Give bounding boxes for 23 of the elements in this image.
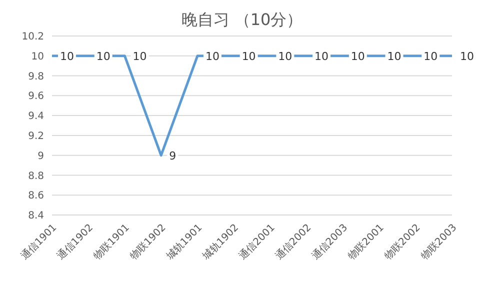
data-label: 10	[314, 50, 329, 63]
data-label: 10	[205, 50, 220, 63]
y-tick-label: 9.2	[28, 130, 44, 142]
data-label: 9	[169, 149, 176, 162]
chart-title: 晚自习 （10分）	[180, 9, 304, 31]
y-tick-label: 9.4	[28, 111, 44, 122]
data-label: 10	[424, 50, 438, 63]
y-tick-label: 9.8	[28, 71, 44, 82]
data-label: 10	[242, 50, 256, 63]
data-label: 10	[278, 50, 292, 63]
y-tick-label: 9	[38, 150, 44, 162]
data-label: 10	[387, 50, 402, 63]
data-label: 10	[460, 50, 474, 63]
data-label: 10	[132, 50, 147, 63]
data-label: 10	[96, 50, 110, 63]
y-tick-label: 9.6	[28, 91, 44, 102]
y-tick-label: 8.8	[28, 170, 44, 182]
data-label: 10	[60, 50, 74, 63]
y-tick-label: 10	[31, 51, 44, 62]
y-tick-label: 8.6	[28, 190, 44, 202]
y-tick-label: 8.4	[28, 210, 44, 222]
y-tick-label: 10.2	[22, 32, 44, 43]
data-label: 10	[350, 50, 365, 63]
